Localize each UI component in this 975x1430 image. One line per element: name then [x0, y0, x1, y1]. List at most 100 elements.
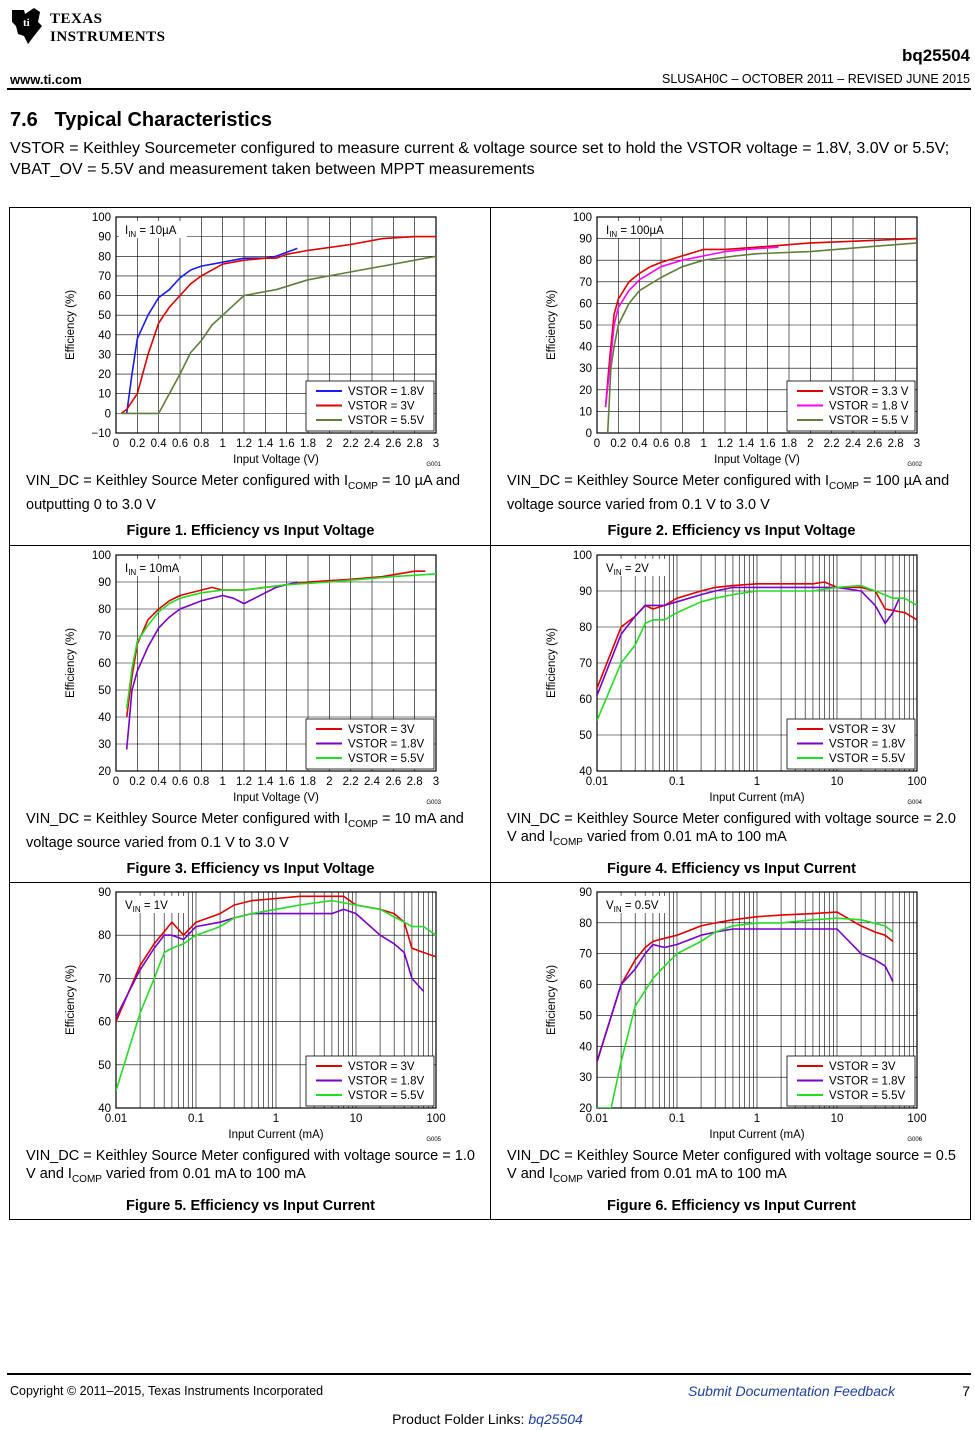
x-tick-label: 2.8 — [407, 438, 423, 450]
figure-description: VIN_DC = Keithley Source Meter configure… — [507, 1148, 956, 1185]
series-lines — [120, 235, 436, 415]
plot-frame — [115, 554, 437, 772]
svg-text:ti: ti — [23, 17, 30, 29]
svg-text:IIN = 10µA: IIN = 10µA — [125, 225, 177, 239]
x-axis-label: Input Current (mA) — [228, 1129, 323, 1141]
x-tick-label: 2.8 — [888, 438, 904, 450]
condition-annotation: VIN = 1V — [119, 896, 187, 914]
series-line — [597, 928, 894, 1062]
legend-label: VSTOR = 5.5V — [829, 1090, 906, 1102]
x-tick-label: 1 — [219, 438, 225, 450]
feedback-link[interactable]: Submit Documentation Feedback — [688, 1383, 895, 1399]
x-tick-label: 3 — [433, 438, 439, 450]
plot-frame — [596, 554, 918, 772]
x-tick-label: 0.6 — [172, 438, 188, 450]
series-line — [116, 908, 425, 1018]
x-tick-label: 0.8 — [193, 776, 209, 788]
series-line — [125, 570, 426, 718]
graph-code: G002 — [907, 462, 922, 468]
y-tick-label: 20 — [579, 385, 592, 397]
y-tick-label: 0 — [105, 408, 111, 420]
y-tick-label: 70 — [98, 271, 111, 283]
graph-code: G005 — [426, 1137, 441, 1143]
series-lines — [604, 237, 917, 433]
x-axis-label: Input Current (mA) — [709, 1129, 804, 1141]
y-tick-label: 60 — [579, 694, 592, 706]
legend-label: VSTOR = 1.8V — [348, 386, 425, 398]
x-tick-label: 2 — [326, 438, 332, 450]
figure-4: 0.01 0.1 1 10 100 40 50 60 70 80 90 100 Input Curren… — [491, 546, 972, 883]
gridlines — [116, 892, 436, 1108]
grid-divider-row2 — [9, 882, 971, 883]
y-tick-label: 80 — [579, 622, 592, 634]
series-line — [597, 917, 894, 1108]
x-tick-label: 1.8 — [300, 776, 316, 788]
legend-label: VSTOR = 3V — [348, 724, 415, 736]
legend-label: VSTOR = 3.3 V — [829, 386, 909, 398]
svg-text:VIN = 2V: VIN = 2V — [606, 563, 649, 577]
gridlines — [597, 217, 917, 433]
y-tick-label: 90 — [98, 577, 111, 589]
x-tick-label: 0 — [594, 438, 600, 450]
x-axis-label: Input Voltage (V) — [233, 792, 319, 804]
y-tick-label: 40 — [579, 342, 592, 354]
series-line — [125, 581, 298, 750]
x-tick-label: 0.2 — [129, 438, 145, 450]
y-tick-label: 60 — [98, 291, 111, 303]
figure-description: VIN_DC = Keithley Source Meter configure… — [26, 473, 461, 513]
x-tick-label: 0.01 — [586, 1113, 608, 1125]
section-intro: VSTOR = Keithley Sourcemeter configured … — [10, 140, 950, 178]
series-line — [604, 237, 917, 408]
section-title: 7.6 Typical Characteristics — [10, 109, 272, 131]
x-tick-label: 1.4 — [257, 438, 274, 450]
chart-5: 0.01 0.1 1 10 100 40 50 60 70 80 90 Input Current (… — [65, 887, 446, 1143]
series-line — [597, 586, 901, 696]
y-tick-label: 90 — [98, 232, 111, 244]
x-tick-label: 0.4 — [151, 776, 168, 788]
condition-annotation: VIN = 2V — [600, 559, 668, 577]
y-tick-label: 100 — [92, 212, 111, 224]
legend: VSTOR = 3V VSTOR = 1.8V VSTOR = 5.5V — [786, 1055, 916, 1107]
svg-text:IIN = 100µA: IIN = 100µA — [606, 225, 664, 239]
x-tick-label: 0.2 — [129, 776, 145, 788]
x-tick-label: 2.2 — [824, 438, 840, 450]
ti-logo: ti Texas Instruments — [10, 6, 210, 48]
y-tick-label: 60 — [98, 1017, 111, 1029]
series-line — [606, 242, 917, 433]
y-tick-label: 40 — [98, 1103, 111, 1115]
copyright: Copyright © 2011–2015, Texas Instruments… — [10, 1384, 324, 1398]
x-tick-label: 1.2 — [717, 438, 733, 450]
legend-label: VSTOR = 1.8 V — [829, 401, 909, 413]
y-axis-label: Efficiency (%) — [65, 965, 77, 1035]
product-folder-link[interactable]: bq25504 — [528, 1411, 583, 1427]
y-tick-label: 70 — [579, 658, 592, 670]
y-tick-label: 90 — [579, 586, 592, 598]
x-axis-label: Input Current (mA) — [709, 792, 804, 804]
x-tick-label: 1.6 — [279, 438, 295, 450]
x-tick-label: 10 — [831, 1113, 844, 1125]
y-tick-label: 90 — [579, 887, 592, 899]
x-tick-label: 0.8 — [193, 438, 209, 450]
x-tick-label: 0 — [113, 776, 119, 788]
figure-caption: Figure 5. Efficiency vs Input Current — [126, 1198, 375, 1214]
y-axis-label: Efficiency (%) — [546, 290, 558, 360]
legend-label: VSTOR = 5.5V — [348, 1090, 425, 1102]
product-folder-links: Product Folder Links: bq25504 — [0, 1411, 975, 1427]
y-tick-label: 50 — [579, 320, 592, 332]
figure-caption: Figure 3. Efficiency vs Input Voltage — [126, 861, 375, 877]
website-link[interactable]: www.ti.com — [10, 72, 82, 87]
y-tick-label: 80 — [579, 255, 592, 267]
figure-description: VIN_DC = Keithley Source Meter configure… — [507, 473, 950, 513]
x-tick-label: 1 — [754, 1113, 760, 1125]
condition-annotation: IIN = 100µA — [600, 221, 668, 239]
y-axis-label: Efficiency (%) — [546, 965, 558, 1035]
x-tick-label: 1.2 — [236, 438, 252, 450]
y-tick-label: 40 — [98, 330, 111, 342]
series-line — [125, 573, 436, 710]
y-tick-label: 60 — [579, 980, 592, 992]
y-tick-label: 30 — [98, 739, 111, 751]
x-tick-label: 0.4 — [151, 438, 168, 450]
figure-description: VIN_DC = Keithley Source Meter configure… — [26, 1148, 475, 1185]
y-tick-label: 60 — [98, 658, 111, 670]
graph-code: G003 — [426, 800, 441, 806]
